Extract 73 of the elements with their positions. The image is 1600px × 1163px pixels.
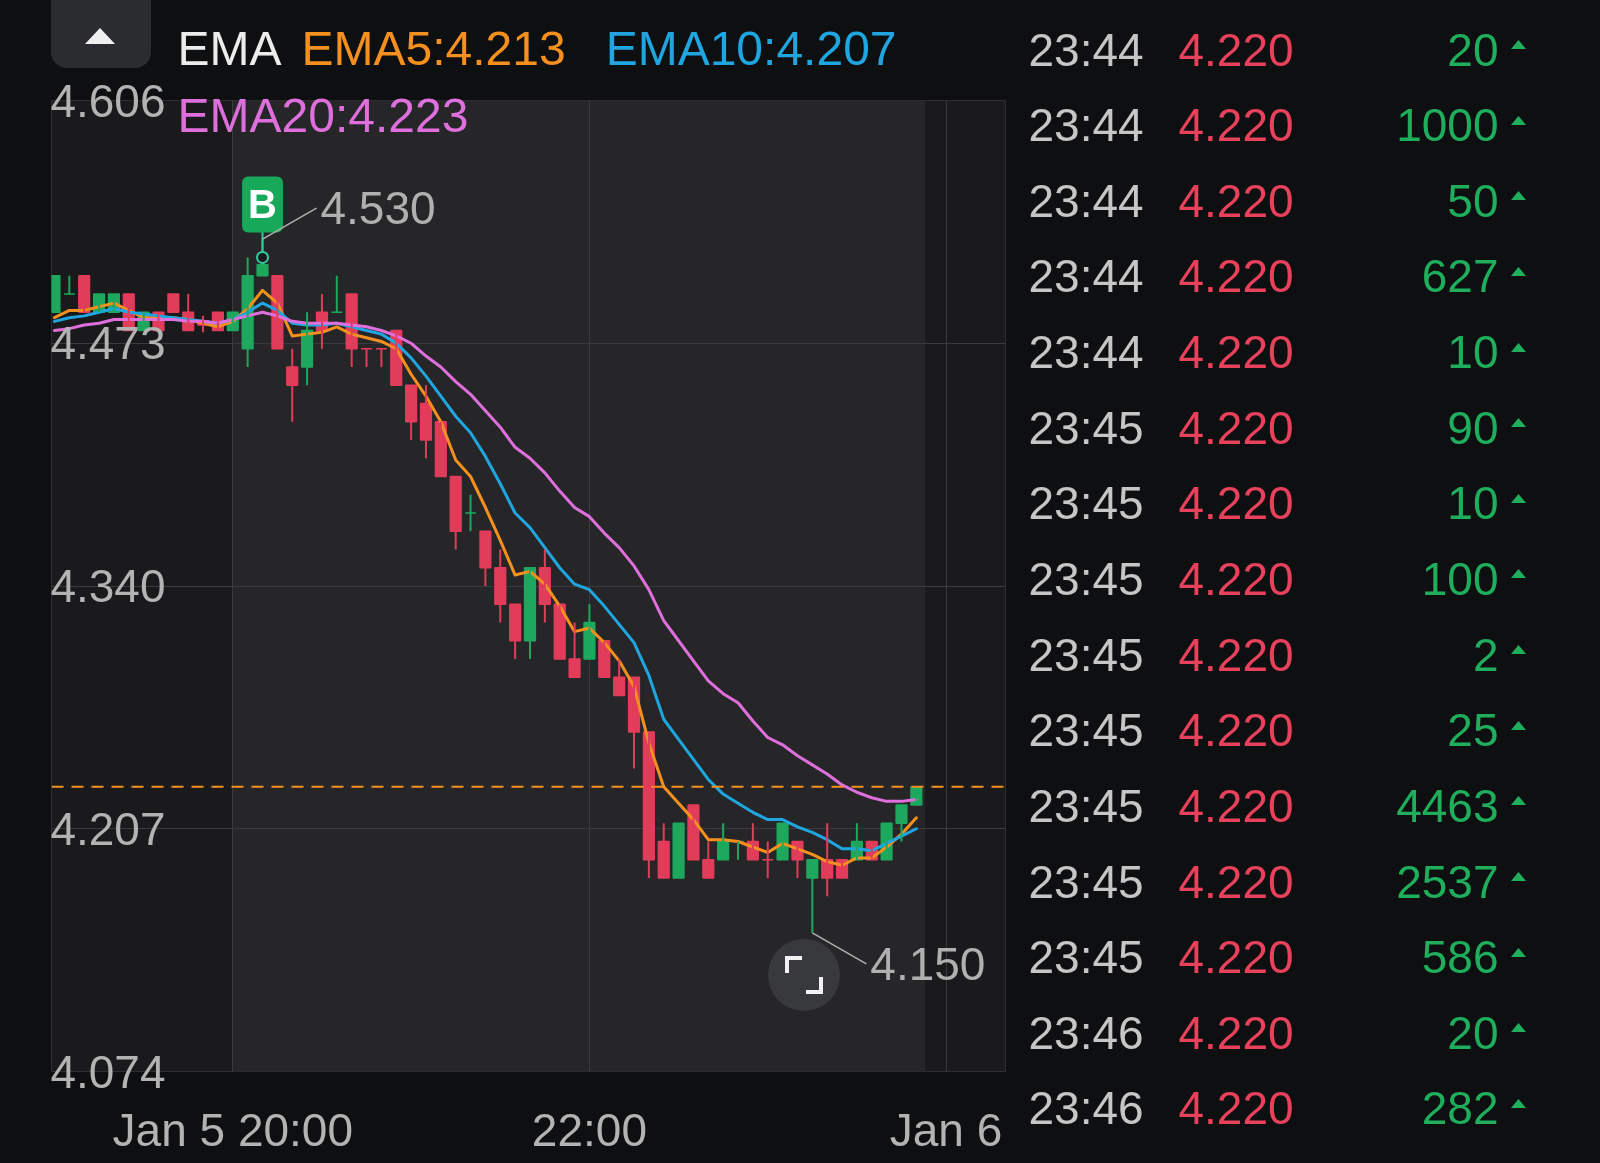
x-tick-label: 22:00 bbox=[531, 1103, 647, 1156]
text: 10 bbox=[1447, 477, 1499, 530]
y-tick-label: 4.473 bbox=[50, 317, 166, 370]
candlestick bbox=[761, 840, 774, 880]
y-tick-label: 4.207 bbox=[50, 802, 166, 855]
text: 4.220 bbox=[1178, 401, 1294, 454]
text: 1000 bbox=[1396, 99, 1499, 152]
candlestick bbox=[776, 822, 789, 861]
candlestick bbox=[672, 822, 685, 879]
text: 2537 bbox=[1396, 855, 1499, 908]
text: 4.220 bbox=[1178, 779, 1294, 832]
text: 4.220 bbox=[1178, 1006, 1294, 1059]
candlestick bbox=[464, 493, 477, 533]
candlestick bbox=[687, 804, 700, 861]
text: 4.220 bbox=[1178, 1082, 1294, 1135]
text: 4.220 bbox=[1178, 931, 1294, 984]
candlestick bbox=[63, 274, 76, 295]
annotation: 4.150 bbox=[870, 937, 986, 990]
annotation: 4.530 bbox=[320, 182, 436, 235]
text: 4463 bbox=[1396, 779, 1499, 832]
text: 23:45 bbox=[1028, 931, 1144, 984]
candlestick bbox=[479, 530, 492, 587]
annotation: B bbox=[248, 182, 277, 227]
text: 23:44 bbox=[1028, 23, 1144, 76]
text: 23:45 bbox=[1028, 628, 1144, 681]
candlestick bbox=[375, 347, 388, 368]
candlestick bbox=[330, 274, 343, 314]
candlestick bbox=[568, 621, 581, 679]
text: 23:45 bbox=[1028, 401, 1144, 454]
text: 4.220 bbox=[1178, 628, 1294, 681]
text: 4.220 bbox=[1178, 855, 1294, 908]
text: 50 bbox=[1447, 174, 1499, 227]
text: 100 bbox=[1421, 552, 1499, 605]
text: 90 bbox=[1447, 401, 1499, 454]
text: 23:45 bbox=[1028, 704, 1144, 757]
text: 23:45 bbox=[1028, 855, 1144, 908]
text: 23:44 bbox=[1028, 174, 1144, 227]
y-tick-label: 4.340 bbox=[50, 560, 166, 612]
text: 23:45 bbox=[1028, 779, 1144, 832]
text: 282 bbox=[1421, 1082, 1499, 1135]
text: 4.220 bbox=[1178, 23, 1294, 76]
text: 4.220 bbox=[1178, 99, 1294, 152]
text: 2 bbox=[1472, 628, 1499, 681]
text: 10 bbox=[1447, 326, 1499, 379]
text: 4.220 bbox=[1178, 552, 1294, 605]
x-tick-label: Jan 5 20:00 bbox=[112, 1103, 353, 1156]
legend-title: EMA bbox=[177, 22, 282, 75]
text: 4.220 bbox=[1178, 326, 1294, 379]
text: 23:44 bbox=[1028, 326, 1144, 379]
text: 23:44 bbox=[1028, 99, 1144, 152]
text: 627 bbox=[1421, 250, 1499, 303]
text: 20 bbox=[1447, 23, 1499, 76]
candlestick bbox=[553, 603, 566, 661]
text: 23:45 bbox=[1028, 477, 1144, 530]
candlestick bbox=[360, 347, 373, 368]
text: 586 bbox=[1421, 931, 1499, 984]
text: 4.220 bbox=[1178, 250, 1294, 303]
text: 4.220 bbox=[1178, 174, 1294, 227]
y-tick-label: 4.606 bbox=[50, 74, 166, 127]
text: EMA10:4.207 bbox=[605, 22, 897, 75]
text: 20 bbox=[1447, 1006, 1499, 1059]
candlestick bbox=[895, 804, 908, 843]
text: 4.220 bbox=[1178, 477, 1294, 530]
text: 25 bbox=[1447, 704, 1499, 757]
text: 23:44 bbox=[1028, 250, 1144, 303]
text: 4.220 bbox=[1178, 704, 1294, 757]
text: EMA5:4.213 bbox=[301, 22, 566, 75]
x-tick-label: Jan 6 bbox=[889, 1103, 1003, 1156]
y-tick-label: 4.074 bbox=[50, 1045, 166, 1098]
text: 23:45 bbox=[1028, 552, 1144, 605]
text: 23:46 bbox=[1028, 1082, 1144, 1135]
text: EMA20:4.223 bbox=[177, 89, 469, 142]
text: 23:46 bbox=[1028, 1006, 1144, 1059]
